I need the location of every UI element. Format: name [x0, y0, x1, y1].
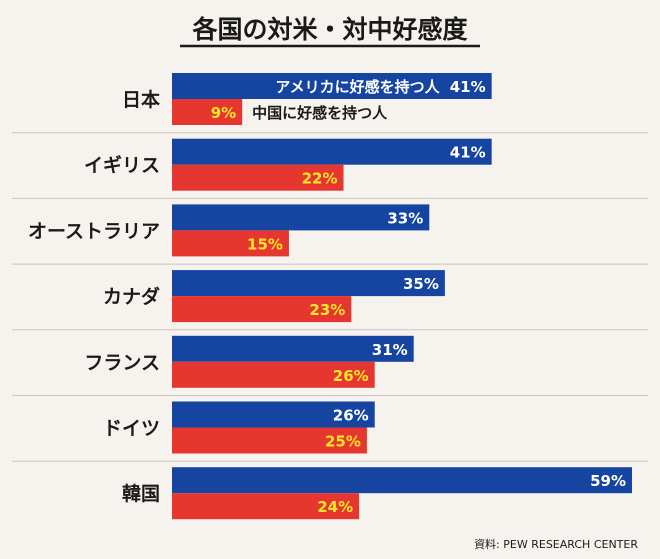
series-annotation-usa: アメリカに好感を持つ人: [275, 78, 440, 96]
bar-usa: [172, 73, 492, 99]
category-label: イギリス: [84, 155, 160, 177]
source-note: 資料: PEW RESEARCH CENTER: [474, 537, 638, 551]
category-label: オーストラリア: [28, 220, 160, 242]
value-label-china: 25%: [325, 433, 361, 451]
value-label-china: 9%: [211, 104, 236, 122]
bar-usa: [172, 270, 445, 297]
value-label-usa: 26%: [333, 407, 369, 425]
bar-china: [172, 230, 289, 257]
category-label: カナダ: [103, 285, 160, 308]
value-label-usa: 59%: [590, 472, 626, 490]
value-label-usa: 33%: [387, 209, 423, 227]
chart-title: 各国の対米・対中好感度: [191, 15, 467, 44]
bar-usa: [172, 204, 430, 231]
value-label-china: 22%: [302, 170, 338, 188]
bar-usa: [172, 401, 375, 428]
category-label: フランス: [84, 352, 160, 374]
bar-usa: [172, 138, 492, 165]
value-label-china: 26%: [333, 367, 369, 385]
value-label-china: 24%: [317, 498, 353, 516]
bar-china: [172, 427, 367, 454]
value-label-usa: 41%: [450, 144, 486, 162]
value-label-china: 15%: [247, 235, 283, 253]
series-annotation-china: 中国に好感を持つ人: [252, 104, 388, 122]
bar-china: [172, 296, 352, 323]
value-label-china: 23%: [309, 301, 345, 319]
value-label-usa: 41%: [450, 78, 486, 96]
value-label-usa: 35%: [403, 275, 439, 293]
bar-china: [172, 164, 344, 191]
bar-china: [172, 361, 375, 388]
value-label-usa: 31%: [372, 341, 408, 359]
category-label: 韓国: [122, 482, 160, 505]
bar-usa: [172, 335, 414, 362]
category-label: ドイツ: [103, 418, 160, 440]
bar-china: [172, 99, 243, 125]
bar-usa: [172, 467, 632, 494]
category-label: 日本: [122, 88, 160, 111]
bar-china: [172, 493, 360, 520]
